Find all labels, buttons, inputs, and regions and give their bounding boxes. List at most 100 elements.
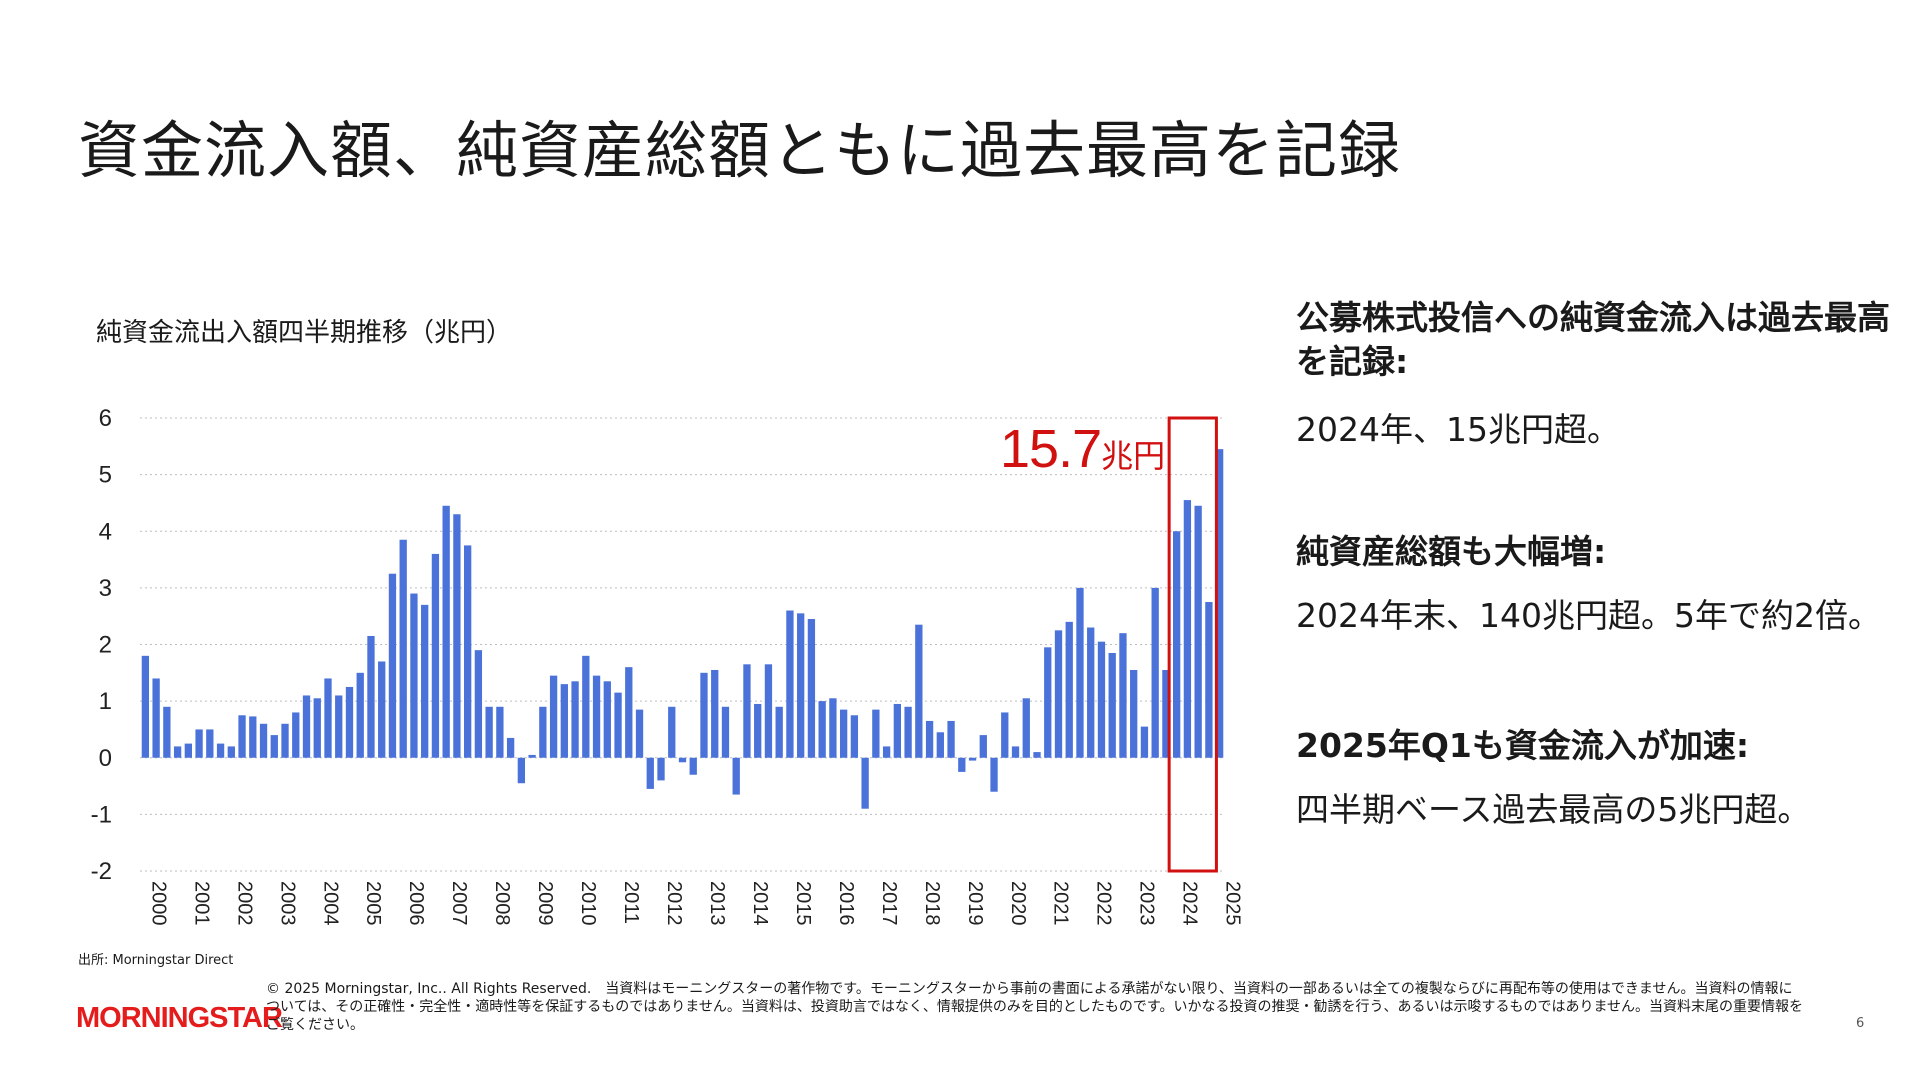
bar [797,613,805,758]
y-tick-label: 4 [99,518,112,545]
bar [711,669,719,758]
bar [732,757,740,795]
panel-heading: 公募株式投信への純資金流入は過去最高を記録: [1296,298,1890,381]
x-tick-label: 2002 [233,881,255,926]
bar [184,743,192,758]
highlight-box-2024 [1167,416,1218,873]
x-tick-label: 2021 [1050,881,1072,926]
x-tick-label: 2025 [1222,881,1244,926]
bar [474,650,483,758]
bar [539,706,547,758]
bar [410,593,418,758]
bar [238,715,246,758]
bar [1119,633,1127,758]
y-tick-label: 1 [99,688,112,715]
bar [1194,505,1202,758]
panel-text: 四半期ベース過去最高の5兆円超。 [1296,790,1811,829]
bar [754,703,762,758]
x-tick-label: 2007 [448,881,470,926]
bar [668,706,676,758]
bar [1033,752,1041,758]
bar [281,723,289,758]
bar [1130,669,1138,758]
bar [1076,587,1084,758]
bar [818,701,826,758]
bar [560,684,568,758]
bar [367,636,375,758]
annotation-label: 15.7兆円 [1000,418,1165,480]
bar [990,757,998,792]
x-tick-label: 2000 [147,881,169,926]
bar [1001,712,1009,758]
morningstar-logo: MORNINGSTAR [76,1002,283,1034]
y-axis-ticks: 6 5 4 3 2 1 0 -1 -2 [91,405,112,885]
bar [743,664,751,758]
bar [259,723,268,758]
y-tick-label: 0 [99,745,112,772]
bar [958,757,966,772]
x-tick-label: 2020 [1007,881,1029,926]
panel-heading: 2025年Q1も資金流入が加速: [1296,726,1750,765]
bar [173,746,182,758]
bar [421,604,429,758]
bar [206,729,214,758]
bar [1054,630,1063,758]
bar [442,505,450,758]
bar [936,732,944,758]
bar [1097,641,1106,758]
bar [378,661,386,758]
bar [356,672,364,758]
bar [1173,531,1181,758]
bar [979,735,987,758]
bar [216,743,225,758]
bar [302,695,311,758]
source-note: 出所: Morningstar Direct [78,953,234,968]
bar [603,681,611,758]
bar [1011,746,1020,758]
x-tick-label: 2023 [1136,881,1158,926]
bar [829,698,837,758]
bar [904,706,912,758]
bar [893,703,902,758]
bar [249,716,257,758]
x-tick-label: 2015 [792,881,814,926]
bar [925,720,934,758]
bar [1205,602,1213,758]
bar [1087,627,1095,758]
x-tick-label: 2013 [706,881,728,926]
bar [528,754,536,758]
bar [335,695,343,758]
x-tick-label: 2017 [878,881,900,926]
x-tick-label: 2011 [620,881,642,924]
bar [1151,587,1159,758]
bar [227,746,235,758]
y-tick-label: 3 [99,575,112,602]
bar [292,712,300,758]
bar [388,573,397,758]
bar [968,757,977,761]
bar [399,539,407,758]
bar [807,619,816,758]
slide-title: 資金流入額、純資産総額ともに過去最高を記録 [78,114,1402,187]
y-tick-label: 2 [99,632,112,659]
bar [764,664,773,758]
bar [657,757,665,781]
bar [689,757,697,775]
x-tick-label: 2009 [534,881,556,926]
bar [625,667,633,758]
bar [463,545,472,758]
bar [517,757,526,784]
panel-text: 2024年、15兆円超。 [1296,410,1620,449]
gridlines [140,417,1225,872]
bar [496,706,504,758]
bar [1183,500,1192,758]
bar [850,715,859,758]
x-tick-label: 2001 [190,881,212,926]
x-tick-label: 2012 [663,881,685,926]
bar [571,681,579,758]
bar [861,757,869,809]
bar [947,720,955,758]
x-tick-label: 2019 [964,881,986,926]
bar [506,737,515,758]
